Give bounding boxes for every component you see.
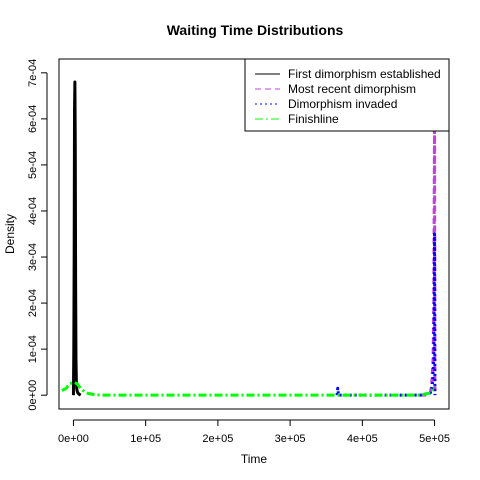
legend-label-4: Finishline [288,112,339,126]
y-axis-label: Density [3,214,17,254]
x-axis-label: Time [241,452,268,466]
y-tick-label: 7e-04 [27,59,39,87]
x-tick-label: 3e+05 [275,433,306,445]
y-tick-label: 2e-04 [27,289,39,317]
y-tick-label: 5e-04 [27,151,39,179]
y-tick-label: 3e-04 [27,243,39,271]
x-tick-label: 5e+05 [419,433,450,445]
y-axis: 0e+00 1e-04 2e-04 3e-04 4e-04 5e-04 6e-04 7e-04 [27,59,48,411]
x-tick-label: 0e+00 [58,433,89,445]
x-tick-label: 1e+05 [130,433,161,445]
series-line-4 [61,380,436,397]
y-tick-label: 6e-04 [27,105,39,133]
legend-label-3: Dimorphism invaded [288,97,397,111]
y-tick-label: 4e-04 [27,197,39,225]
x-tick-label: 4e+05 [347,433,378,445]
series-layer [61,80,437,397]
x-axis: 0e+00 1e+05 2e+05 3e+05 4e+05 5e+05 [58,419,450,445]
y-tick-label: 0e+00 [27,380,39,411]
y-tick-label: 1e-04 [27,335,39,363]
chart-title: Waiting Time Distributions [167,22,344,38]
legend-label-1: First dimorphism established [288,67,441,81]
x-tick-label: 2e+05 [202,433,233,445]
legend-label-2: Most recent dimorphism [288,82,416,96]
series-line-3 [335,232,437,397]
series-line-1 [71,80,82,397]
